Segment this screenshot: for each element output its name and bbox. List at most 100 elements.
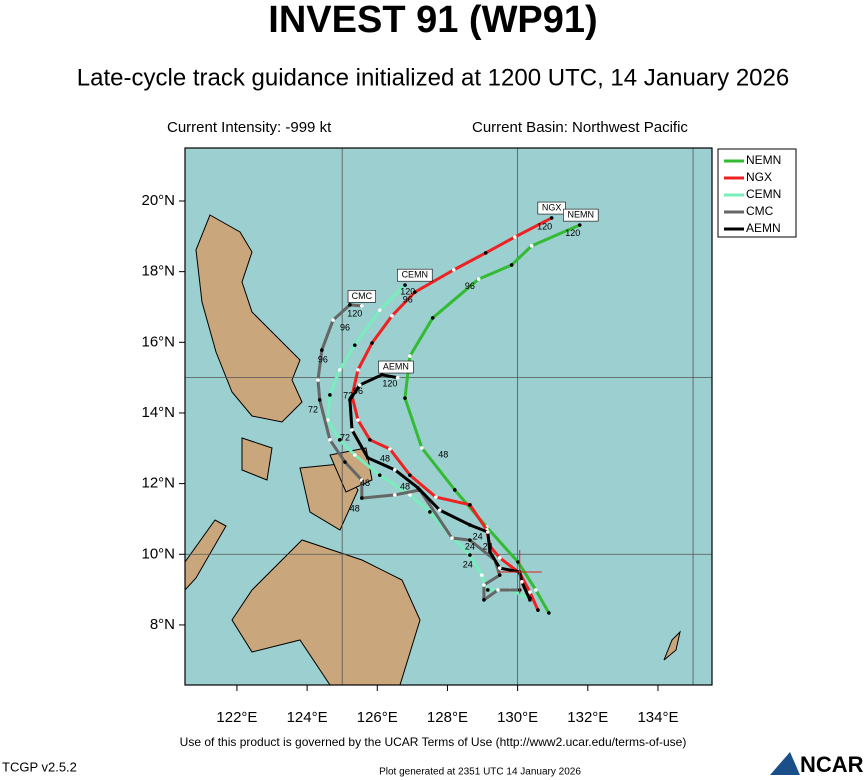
track-point <box>393 493 397 497</box>
track-point <box>482 598 486 602</box>
hour-label: 72 <box>308 405 318 415</box>
y-tick-label: 18°N <box>141 263 175 280</box>
label-box <box>397 268 433 282</box>
track-point <box>353 453 357 457</box>
x-tick-label: 134°E <box>637 709 678 726</box>
hour-label: 24 <box>473 531 483 541</box>
track-point <box>370 341 374 345</box>
track-point <box>497 556 502 560</box>
track-point <box>395 375 400 380</box>
model-label: NEMN <box>568 210 595 220</box>
track-point <box>428 510 432 514</box>
track-point <box>390 314 394 318</box>
legend-label: AEMN <box>746 221 781 235</box>
hour-label: 72 <box>343 390 353 400</box>
track-point <box>468 538 472 542</box>
track-point <box>577 223 582 227</box>
track-point <box>348 303 352 307</box>
track-point <box>368 438 372 442</box>
subtitle: Late-cycle track guidance initialized at… <box>77 64 789 91</box>
title: INVEST 91 (WP91) <box>268 0 597 41</box>
hour-label: 96 <box>353 386 363 396</box>
track-point <box>320 348 324 352</box>
track-point <box>357 383 362 387</box>
track-point <box>317 398 322 402</box>
hour-label: 72 <box>340 432 350 442</box>
hour-label: 48 <box>350 503 360 513</box>
track-point <box>528 598 532 602</box>
track-point <box>416 486 420 490</box>
track-point <box>337 368 342 372</box>
track-point <box>547 611 551 615</box>
track-point <box>356 418 360 422</box>
label-box <box>537 201 566 215</box>
track-point <box>485 588 490 592</box>
x-tick-label: 128°E <box>427 709 468 726</box>
track-point <box>468 503 472 507</box>
track-point <box>437 508 442 512</box>
track-point <box>360 496 364 500</box>
track-point <box>403 396 407 400</box>
track-point <box>468 553 472 557</box>
label-box <box>378 360 414 374</box>
hour-label: 24 <box>465 542 475 552</box>
track-point <box>513 235 517 239</box>
track-point <box>468 523 472 527</box>
track-point <box>509 263 514 267</box>
y-tick-label: 8°N <box>150 616 175 633</box>
label-box <box>347 290 376 303</box>
hour-label: 120 <box>565 228 580 238</box>
track-point <box>348 398 352 402</box>
track-point <box>483 251 488 255</box>
version: TCGP v2.5.2 <box>2 759 77 774</box>
track-point <box>485 530 490 534</box>
hour-label: 48 <box>400 482 410 492</box>
track-point <box>377 473 382 477</box>
hour-label: 120 <box>537 222 552 232</box>
x-tick-label: 126°E <box>357 709 398 726</box>
hour-label: 24 <box>463 559 473 569</box>
track-point <box>536 608 540 612</box>
x-tick-label: 132°E <box>567 709 608 726</box>
hour-label: 48 <box>438 449 448 459</box>
track-point <box>453 488 457 492</box>
current-position <box>497 549 542 594</box>
track-point <box>356 368 360 372</box>
track-point <box>388 447 392 451</box>
label-box <box>563 208 599 222</box>
legend <box>717 148 797 238</box>
x-tick-label: 130°E <box>497 709 538 726</box>
legend-label: NEMN <box>746 153 781 167</box>
track-point <box>408 354 412 358</box>
track-point <box>326 418 330 422</box>
intensity: Current Intensity: -999 kt <box>167 119 332 136</box>
hour-label: 120 <box>382 378 397 388</box>
x-tick-label: 124°E <box>287 709 328 726</box>
hour-label: 96 <box>318 354 328 364</box>
track-point <box>393 468 397 472</box>
legend-label: CMC <box>746 204 774 218</box>
track-point <box>534 588 538 592</box>
track-point <box>380 373 384 377</box>
basin: Current Basin: Northwest Pacific <box>472 119 688 136</box>
track-point <box>434 495 438 499</box>
track-point <box>316 378 320 382</box>
hour-label: 24 <box>483 542 493 552</box>
track-point <box>403 283 407 287</box>
hour-label: 48 <box>360 478 370 488</box>
track-point <box>350 428 354 432</box>
track-point <box>529 244 534 248</box>
track-point <box>476 277 481 281</box>
model-label: AEMN <box>383 361 409 371</box>
track-point <box>520 580 524 584</box>
hour-label: 120 <box>400 287 415 297</box>
track-point <box>528 590 532 594</box>
track-point <box>331 318 335 322</box>
hour-label: 48 <box>380 453 390 463</box>
plot-frame <box>184 147 713 686</box>
track-point <box>408 473 412 477</box>
track-point <box>408 493 412 497</box>
track-point <box>343 460 347 464</box>
y-tick-label: 12°N <box>141 475 175 492</box>
